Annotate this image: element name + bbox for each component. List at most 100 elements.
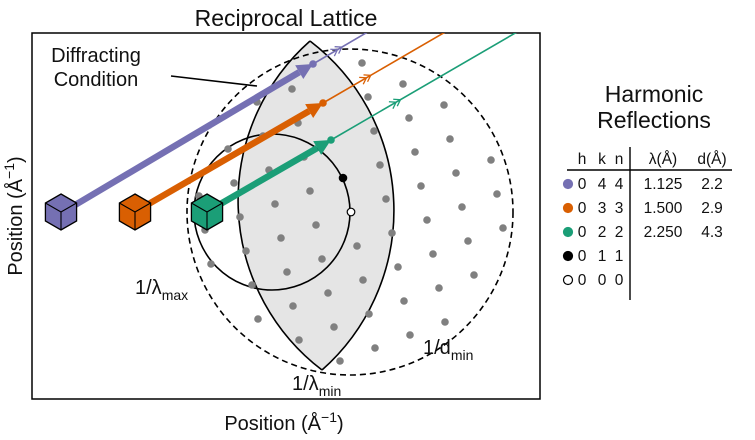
table-rows: 0 4 4 1.125 2.20 3 3 1.500 2.90 2 2 2.250 4.30 1 10 0 0 — [562, 176, 723, 289]
table-header-cell: h — [578, 151, 587, 168]
lattice-point — [306, 187, 314, 195]
harmonic-reflections-table: Harmonic Reflections h k n λ(Å) d(Å) 0 4 4 1.12… — [562, 81, 732, 300]
beam-orange-chevron — [363, 74, 372, 83]
table-row-marker — [562, 202, 574, 214]
table-row-marker — [562, 274, 574, 286]
table-cell-n: 0 — [615, 272, 624, 289]
figure-title: Reciprocal Lattice — [195, 5, 378, 31]
table-cell-lambda: 1.500 — [644, 200, 683, 217]
annotation-diffracting-line1: Diffracting — [51, 45, 141, 67]
table-cell-k: 4 — [598, 176, 607, 193]
lattice-point — [446, 135, 454, 143]
table-cell-n: 1 — [615, 248, 624, 265]
beam-green — [208, 145, 319, 213]
beam-green-chevron — [388, 101, 398, 109]
lattice-point — [364, 93, 372, 101]
table-row-marker — [562, 250, 574, 262]
table-cell-n: 3 — [615, 200, 624, 217]
lattice-point — [359, 276, 367, 284]
beam-purple-reflection-point — [309, 60, 317, 68]
table-cell-d: 2.9 — [701, 200, 723, 217]
beam-green-arrowhead — [313, 140, 331, 155]
table-cell-k: 3 — [598, 200, 607, 217]
lattice-point — [242, 247, 250, 255]
beam-orange — [138, 108, 311, 212]
annotation-diffracting-line2: Condition — [54, 69, 139, 91]
table-cell-k: 2 — [598, 224, 607, 241]
beam-purple-chevron — [330, 48, 339, 57]
table-cell-h: 0 — [578, 176, 587, 193]
beam-purple-continuation — [312, 33, 368, 65]
table-cell-n: 2 — [615, 224, 624, 241]
lattice-point — [248, 281, 256, 289]
table-row: 0 2 2 2.250 4.3 — [562, 224, 723, 241]
plot-frame — [31, 32, 541, 400]
table-cell-d: 2.2 — [701, 176, 723, 193]
lattice-point — [405, 114, 413, 122]
lattice-point-0-1 — [338, 173, 348, 183]
lattice-point — [295, 336, 303, 344]
table-cell-k: 0 — [598, 272, 607, 289]
beam-orange-arrowhead — [305, 103, 323, 118]
lattice-point — [370, 127, 378, 135]
table-cell-lambda: 1.125 — [644, 176, 683, 193]
lattice-point — [288, 85, 296, 93]
table-cell-h: 0 — [578, 200, 587, 217]
table-header-cell: λ(Å) — [649, 151, 677, 168]
table-header-cell: n — [615, 151, 624, 168]
lattice-point — [224, 145, 232, 153]
lattice-point — [399, 80, 407, 88]
lattice-point — [324, 289, 332, 297]
beam-orange-continuation — [322, 33, 446, 104]
lattice-point — [493, 190, 501, 198]
diffracting-region — [238, 41, 394, 370]
lattice-point — [318, 255, 326, 263]
table-cell-lambda: 2.250 — [644, 224, 683, 241]
beam-green-chevron — [393, 98, 402, 107]
lattice-point — [365, 310, 373, 318]
lattice-points — [195, 59, 507, 365]
annotation-pointer — [170, 75, 258, 87]
crystal-cubes — [44, 193, 224, 231]
lattice-point — [452, 169, 460, 177]
lattice-point — [376, 161, 384, 169]
lattice-point — [464, 237, 472, 245]
lattice-point — [435, 284, 443, 292]
lattice-point — [499, 224, 507, 232]
lattice-point — [400, 297, 408, 305]
lattice-point — [406, 331, 414, 339]
ewald-arc-min-wavelength — [237, 40, 323, 371]
table-header-cell: k — [598, 151, 606, 168]
lattice-point — [277, 234, 285, 242]
lattice-point — [312, 221, 320, 229]
label-lambda-max: 1/λmax — [135, 277, 188, 303]
table-cell-n: 4 — [615, 176, 624, 193]
beam-green-reflection-point — [327, 136, 335, 144]
lattice-point — [441, 318, 449, 326]
table-row-marker — [562, 226, 574, 238]
lattice-point — [371, 344, 379, 352]
lattice-point — [382, 195, 390, 203]
lattice-point — [458, 203, 466, 211]
table-cell-d: 4.3 — [701, 224, 723, 241]
diffraction-boundary-arc — [309, 40, 395, 371]
lattice-point — [236, 213, 244, 221]
lattice-point — [417, 182, 425, 190]
resolution-circle — [186, 48, 514, 376]
label-lambda-min: 1/λmin — [292, 373, 341, 399]
lattice-point-origin — [346, 207, 356, 217]
lattice-point — [230, 179, 238, 187]
plot-area — [68, 33, 517, 376]
lattice-point — [358, 59, 366, 67]
lattice-point — [283, 268, 291, 276]
y-axis-label: Position (Å−1) — [1, 156, 27, 275]
lattice-point — [423, 216, 431, 224]
lattice-point — [330, 323, 338, 331]
lattice-point — [470, 271, 478, 279]
beam-green-continuation — [330, 33, 517, 141]
incident-beams — [68, 33, 517, 213]
table-headers: h k n λ(Å) d(Å) — [578, 151, 727, 168]
